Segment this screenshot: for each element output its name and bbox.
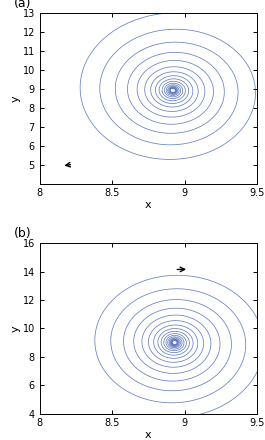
X-axis label: x: x [145,430,152,440]
X-axis label: x: x [145,200,152,210]
Text: (a): (a) [14,0,31,10]
Text: (b): (b) [14,227,31,240]
Y-axis label: y: y [11,95,21,102]
Y-axis label: y: y [11,325,21,332]
